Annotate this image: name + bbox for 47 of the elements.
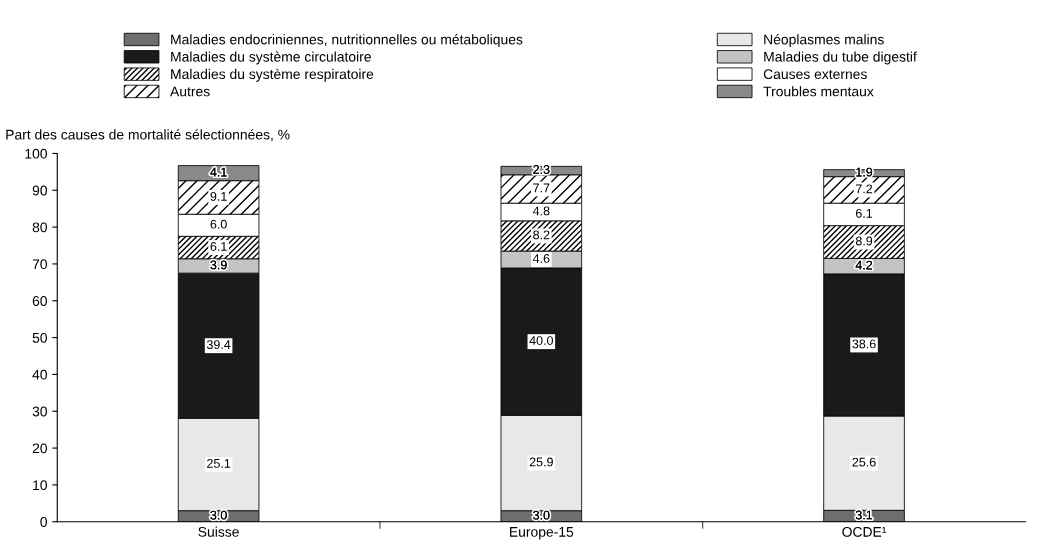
data-label: 38.6 — [852, 339, 876, 349]
data-label: 3.0 — [533, 510, 550, 520]
data-label: 6.1 — [855, 208, 873, 218]
y-tick-label: 90 — [32, 185, 47, 196]
legend-label: Néoplasmes malins — [764, 34, 884, 48]
data-label: 4.2 — [855, 260, 873, 270]
data-label: 4.8 — [532, 206, 550, 216]
y-tick-label: 30 — [32, 406, 47, 417]
y-tick-label: 80 — [32, 222, 47, 233]
data-label: 40.0 — [529, 336, 553, 345]
data-label: 25.1 — [207, 458, 231, 468]
legend-label: Maladies du système respiratoire — [171, 68, 374, 82]
data-label: 8.9 — [855, 236, 873, 246]
legend-label: Maladies endocriniennes, nutritionnelles ou métaboliques — [171, 34, 523, 48]
data-label: 25.6 — [852, 457, 876, 467]
legend-label: Troubles mentaux — [763, 86, 874, 97]
y-tick-label: 100 — [25, 148, 47, 159]
data-label: 25.9 — [529, 457, 553, 467]
data-label: 2.3 — [533, 165, 550, 174]
data-label: 39.4 — [206, 340, 231, 350]
data-label: 3.1 — [855, 510, 873, 520]
y-tick-label: 70 — [32, 259, 47, 270]
data-label: 4.1 — [210, 167, 227, 177]
data-label: 3.0 — [210, 510, 227, 520]
y-axis-title: Part des causes de mortalité sélectionnées, % — [6, 129, 290, 142]
x-tick-label: OCDE¹ — [842, 526, 887, 537]
data-label: 1.9 — [856, 167, 873, 177]
data-label: 6.1 — [210, 242, 227, 251]
data-label: 4.6 — [532, 254, 550, 263]
data-label: 7.2 — [855, 184, 873, 194]
y-tick-label: 0 — [40, 517, 47, 527]
y-tick-label: 10 — [33, 480, 47, 491]
data-label: 9.1 — [210, 191, 227, 201]
data-label: 8.2 — [533, 230, 550, 240]
data-label: 7.7 — [533, 183, 550, 193]
y-tick-label: 50 — [32, 332, 47, 343]
data-label: 3.9 — [210, 260, 227, 270]
legend-label: Maladies du système circulatoire — [171, 51, 371, 65]
x-tick-label: Europe-15 — [510, 527, 574, 540]
legend-label: Maladies du tube digestif — [764, 51, 917, 65]
y-tick-label: 60 — [32, 296, 47, 306]
legend-label: Causes externes — [763, 69, 867, 80]
x-tick-label: Suisse — [198, 526, 239, 537]
y-tick-label: 20 — [32, 443, 47, 454]
y-tick-label: 40 — [32, 369, 47, 380]
legend-label: Autres — [170, 86, 210, 97]
data-label: 6.0 — [210, 219, 227, 229]
